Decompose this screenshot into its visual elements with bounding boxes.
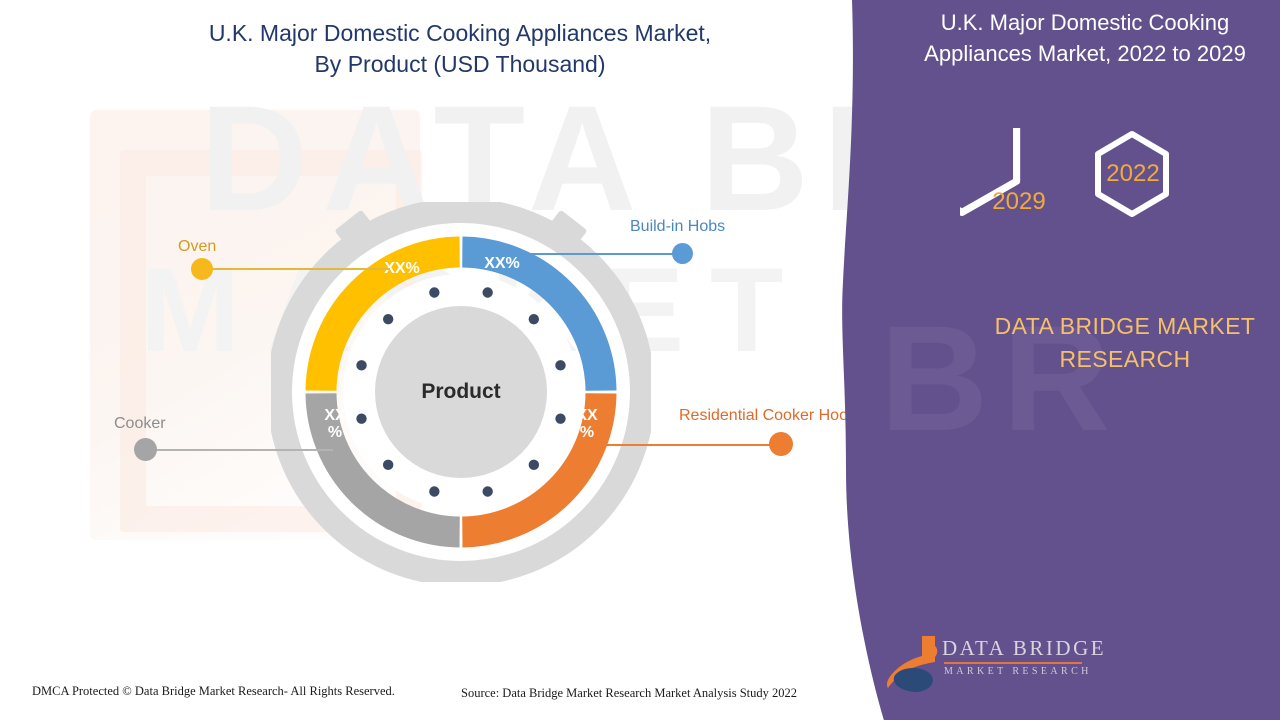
logo-divider — [944, 662, 1082, 664]
logo-name-top: DATA BRIDGE — [942, 636, 1107, 660]
logo-mark — [887, 636, 938, 692]
data-bridge-logo: DATA BRIDGE MARKET RESEARCH — [878, 632, 1108, 694]
donut-outer-gap — [292, 223, 630, 561]
callout-line-oven — [210, 268, 390, 270]
tick-dot — [528, 313, 540, 325]
stopwatch-graphic — [271, 202, 651, 582]
callout-line-cooker — [153, 449, 333, 451]
callout-dot-oven — [191, 258, 213, 280]
callout-label-cooker: Cooker — [114, 415, 166, 432]
tick-dot — [429, 287, 440, 298]
panel-title-line-2: Appliances Market, 2022 to 2029 — [924, 40, 1246, 66]
donut-segment-residential-cooker-hoods[interactable] — [461, 392, 617, 548]
tick-dot — [429, 486, 440, 497]
tick-dot — [528, 459, 540, 471]
donut-hub — [375, 306, 547, 478]
year-hexagons: 2029 2022 — [903, 84, 1200, 298]
donut-segment-oven[interactable] — [305, 236, 461, 392]
callout-line-hobs — [494, 253, 684, 255]
footer-source: Source: Data Bridge Market Research Mark… — [461, 686, 798, 700]
donut-segments — [305, 236, 617, 548]
right-panel-shape — [842, 0, 1280, 720]
tick-dot — [482, 486, 493, 497]
callout-label-hobs: Build-in Hobs — [630, 218, 726, 235]
tick-dot — [356, 413, 367, 424]
callout-dot-hobs — [672, 243, 693, 264]
tick-dot — [382, 313, 394, 325]
panel-watermark: BR — [880, 294, 1125, 462]
panel-brand-line-1: DATA BRIDGE MARKET — [994, 313, 1256, 339]
callout-dot-hoods — [769, 432, 793, 456]
footer-copyright: DMCA Protected © Data Bridge Market Rese… — [32, 684, 395, 698]
panel-title: U.K. Major Domestic Cooking Appliances M… — [900, 8, 1270, 70]
callout-dot-cooker — [134, 438, 157, 461]
page-title-line-1: U.K. Major Domestic Cooking Appliances M… — [208, 20, 712, 46]
tick-dot — [555, 413, 566, 424]
hexagon-2029-label: 2029 — [992, 188, 1046, 215]
callout-label-hoods: Residential Cooker Hoods — [679, 407, 865, 424]
tick-marks — [356, 287, 566, 497]
callout-line-hoods — [603, 444, 783, 446]
donut-chart — [271, 202, 651, 582]
logo-name-bottom: MARKET RESEARCH — [944, 666, 1092, 677]
tick-dot — [555, 360, 566, 371]
tick-dot — [482, 287, 493, 298]
panel-brand: DATA BRIDGE MARKET RESEARCH — [945, 310, 1280, 377]
hexagon-2022 — [1095, 131, 1169, 217]
donut-segment-cooker[interactable] — [305, 392, 461, 548]
panel-title-line-1: U.K. Major Domestic Cooking — [940, 10, 1230, 35]
logo-b-bowl — [922, 644, 938, 663]
page-title-line-2: By Product (USD Thousand) — [314, 51, 606, 78]
page-title: U.K. Major Domestic Cooking Appliances M… — [120, 18, 800, 80]
tick-dot — [356, 360, 367, 371]
donut-segment-build-in-hobs[interactable] — [461, 236, 617, 392]
tick-dot — [382, 459, 394, 471]
logo-d-shape — [893, 668, 933, 692]
callout-label-oven: Oven — [178, 238, 217, 255]
hexagon-2022-label: 2022 — [1106, 160, 1160, 187]
panel-brand-line-2: RESEARCH — [1059, 346, 1191, 373]
